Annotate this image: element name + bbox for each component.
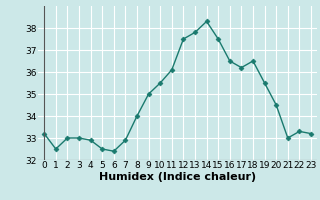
X-axis label: Humidex (Indice chaleur): Humidex (Indice chaleur) — [99, 172, 256, 182]
